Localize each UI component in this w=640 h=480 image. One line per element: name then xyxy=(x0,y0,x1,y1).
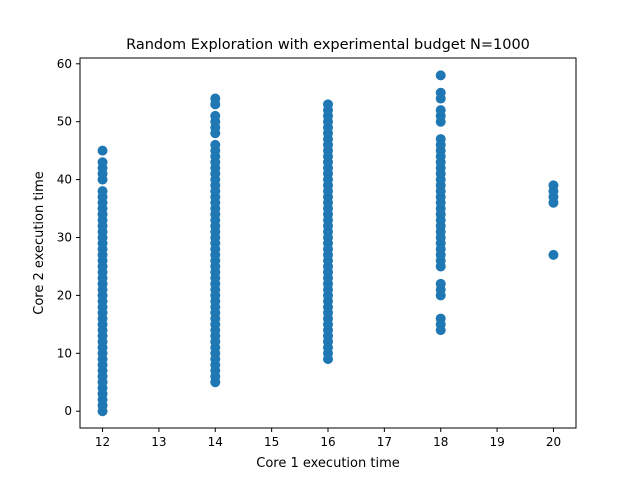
x-tick-label: 18 xyxy=(433,435,448,449)
y-axis-label: Core 2 execution time xyxy=(32,171,47,314)
x-tick-label: 20 xyxy=(546,435,561,449)
scatter-point xyxy=(435,278,446,289)
scatter-point xyxy=(548,180,559,191)
x-tick-label: 13 xyxy=(151,435,166,449)
x-tick-label: 14 xyxy=(208,435,223,449)
x-tick-label: 12 xyxy=(95,435,110,449)
scatter-point xyxy=(210,139,221,150)
scatter-point xyxy=(435,105,446,116)
y-tick-label: 30 xyxy=(57,230,72,244)
y-tick-label: 0 xyxy=(64,404,72,418)
scatter-point xyxy=(323,99,333,110)
scatter-point xyxy=(210,93,221,104)
y-tick-label: 50 xyxy=(57,115,72,129)
y-tick-label: 40 xyxy=(57,173,72,187)
scatter-point xyxy=(97,145,108,156)
scatter-point xyxy=(435,87,446,98)
x-tick-label: 16 xyxy=(320,435,335,449)
scatter-point xyxy=(97,157,108,168)
scatter-point xyxy=(210,110,221,121)
scatter-point xyxy=(435,313,446,324)
y-tick-label: 20 xyxy=(57,288,72,302)
data-points xyxy=(97,70,559,417)
scatter-point xyxy=(435,70,446,81)
x-tick-label: 17 xyxy=(377,435,392,449)
scatter-point xyxy=(97,186,108,197)
scatter-point xyxy=(548,249,559,260)
chart-title: Random Exploration with experimental bud… xyxy=(126,37,530,53)
x-tick-label: 19 xyxy=(489,435,504,449)
axis-ticks: 12 13 14 15 16 17 18 19 20 0 10 20 30 40 50 60 xyxy=(57,57,561,449)
plot-frame xyxy=(79,57,577,429)
y-tick-label: 60 xyxy=(57,57,72,71)
x-axis-label: Core 1 execution time xyxy=(256,456,399,471)
x-tick-label: 15 xyxy=(264,435,279,449)
scatter-point xyxy=(435,134,446,145)
y-tick-label: 10 xyxy=(57,346,72,360)
